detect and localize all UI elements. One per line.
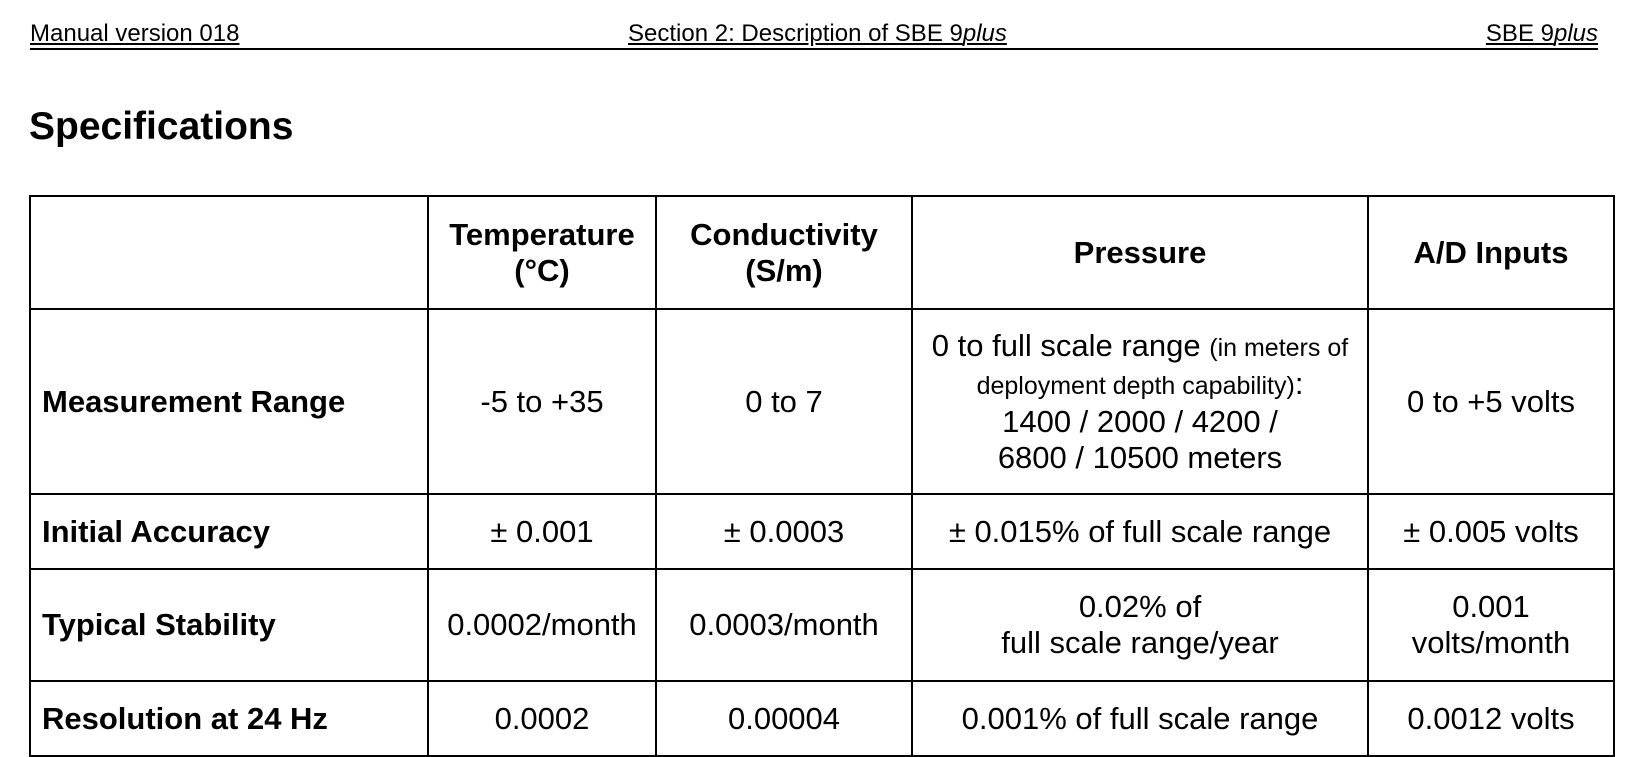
- table-header-row: Temperature (°C) Conductivity (S/m) Pres…: [29, 195, 1615, 310]
- manual-version: Manual version 018: [30, 20, 240, 47]
- page-header: Manual version 018 Section 2: Descriptio…: [30, 20, 1598, 50]
- cell-temperature: 0.0002: [427, 680, 657, 757]
- table-row: Resolution at 24 Hz 0.0002 0.00004 0.001…: [29, 680, 1615, 757]
- column-header-pressure: Pressure: [911, 195, 1369, 310]
- row-label: Resolution at 24 Hz: [29, 680, 429, 757]
- header-empty-cell: [29, 195, 429, 310]
- cell-conductivity: ± 0.0003: [655, 493, 913, 570]
- row-label: Initial Accuracy: [29, 493, 429, 570]
- page-title: Specifications: [29, 105, 294, 148]
- table-row: Typical Stability 0.0002/month 0.0003/mo…: [29, 568, 1615, 682]
- cell-ad-inputs: 0.001 volts/month: [1367, 568, 1615, 682]
- cell-pressure: 0.001% of full scale range: [911, 680, 1369, 757]
- cell-ad-inputs: 0.0012 volts: [1367, 680, 1615, 757]
- cell-temperature: -5 to +35: [427, 308, 657, 495]
- cell-pressure: 0 to full scale range (in meters of depl…: [911, 308, 1369, 495]
- column-header-conductivity: Conductivity (S/m): [655, 195, 913, 310]
- cell-temperature: 0.0002/month: [427, 568, 657, 682]
- product-name: SBE 9plus: [1485, 20, 1598, 47]
- cell-pressure: ± 0.015% of full scale range: [911, 493, 1369, 570]
- section-title: Section 2: Description of SBE 9plus: [628, 20, 1007, 47]
- cell-conductivity: 0 to 7: [655, 308, 913, 495]
- table-row: Measurement Range -5 to +35 0 to 7 0 to …: [29, 308, 1615, 495]
- row-label: Measurement Range: [29, 308, 429, 495]
- cell-ad-inputs: 0 to +5 volts: [1367, 308, 1615, 495]
- column-header-ad-inputs: A/D Inputs: [1367, 195, 1615, 310]
- specifications-table: Temperature (°C) Conductivity (S/m) Pres…: [29, 195, 1615, 757]
- table-row: Initial Accuracy ± 0.001 ± 0.0003 ± 0.01…: [29, 493, 1615, 570]
- cell-conductivity: 0.00004: [655, 680, 913, 757]
- column-header-temperature: Temperature (°C): [427, 195, 657, 310]
- cell-temperature: ± 0.001: [427, 493, 657, 570]
- cell-ad-inputs: ± 0.005 volts: [1367, 493, 1615, 570]
- row-label: Typical Stability: [29, 568, 429, 682]
- cell-conductivity: 0.0003/month: [655, 568, 913, 682]
- cell-pressure: 0.02% of full scale range/year: [911, 568, 1369, 682]
